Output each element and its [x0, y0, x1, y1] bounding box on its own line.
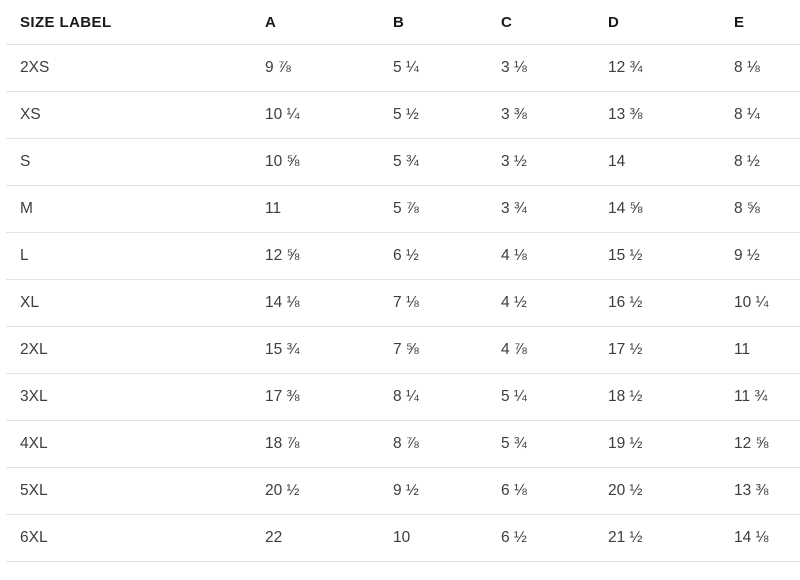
- value-cell: 8 ¼: [734, 91, 800, 139]
- value-cell: 19 ½: [608, 420, 734, 468]
- value-cell: 8 ½: [734, 138, 800, 186]
- value-cell: 7 ⅛: [393, 279, 501, 327]
- size-label-cell: 4XL: [6, 420, 265, 468]
- size-label-cell: L: [6, 232, 265, 280]
- value-cell: 14: [608, 138, 734, 186]
- value-cell: 12 ⅝: [734, 420, 800, 468]
- table-row: XS 10 ¼ 5 ½ 3 ⅜ 13 ⅜ 8 ¼: [6, 91, 800, 139]
- value-cell: 5 ¾: [393, 138, 501, 186]
- size-label-cell: 6XL: [6, 514, 265, 562]
- table-row: M 11 5 ⅞ 3 ¾ 14 ⅝ 8 ⅝: [6, 185, 800, 233]
- column-header-d: D: [608, 0, 734, 45]
- value-cell: 18 ½: [608, 373, 734, 421]
- value-cell: 18 ⅞: [265, 420, 393, 468]
- table-header-row: SIZE LABEL A B C D E: [6, 0, 800, 45]
- value-cell: 10: [393, 514, 501, 562]
- value-cell: 12 ¾: [608, 44, 734, 92]
- value-cell: 20 ½: [265, 467, 393, 515]
- table-row: 5XL 20 ½ 9 ½ 6 ⅛ 20 ½ 13 ⅜: [6, 467, 800, 515]
- size-label-cell: 2XS: [6, 44, 265, 92]
- value-cell: 14 ⅝: [608, 185, 734, 233]
- column-header-size-label: SIZE LABEL: [6, 0, 265, 45]
- size-label-cell: S: [6, 138, 265, 186]
- value-cell: 9 ½: [734, 232, 800, 280]
- value-cell: 9 ½: [393, 467, 501, 515]
- value-cell: 16 ½: [608, 279, 734, 327]
- table-row: 2XL 15 ¾ 7 ⅝ 4 ⅞ 17 ½ 11: [6, 326, 800, 374]
- value-cell: 14 ⅛: [734, 514, 800, 562]
- size-label-cell: XL: [6, 279, 265, 327]
- value-cell: 11: [734, 326, 800, 374]
- column-header-a: A: [265, 0, 393, 45]
- size-label-cell: 2XL: [6, 326, 265, 374]
- value-cell: 7 ⅝: [393, 326, 501, 374]
- value-cell: 8 ¼: [393, 373, 501, 421]
- value-cell: 8 ⅝: [734, 185, 800, 233]
- value-cell: 11: [265, 185, 393, 233]
- value-cell: 15 ¾: [265, 326, 393, 374]
- value-cell: 3 ⅜: [501, 91, 608, 139]
- value-cell: 5 ¼: [393, 44, 501, 92]
- value-cell: 8 ⅛: [734, 44, 800, 92]
- value-cell: 5 ⅞: [393, 185, 501, 233]
- value-cell: 17 ⅜: [265, 373, 393, 421]
- value-cell: 5 ¼: [501, 373, 608, 421]
- value-cell: 4 ⅞: [501, 326, 608, 374]
- value-cell: 8 ⅞: [393, 420, 501, 468]
- value-cell: 21 ½: [608, 514, 734, 562]
- table-row: L 12 ⅝ 6 ½ 4 ⅛ 15 ½ 9 ½: [6, 232, 800, 280]
- value-cell: 6 ½: [501, 514, 608, 562]
- value-cell: 13 ⅜: [734, 467, 800, 515]
- value-cell: 3 ⅛: [501, 44, 608, 92]
- value-cell: 22: [265, 514, 393, 562]
- value-cell: 10 ¼: [734, 279, 800, 327]
- value-cell: 3 ½: [501, 138, 608, 186]
- value-cell: 17 ½: [608, 326, 734, 374]
- table-row: 2XS 9 ⅞ 5 ¼ 3 ⅛ 12 ¾ 8 ⅛: [6, 44, 800, 92]
- table-row: 4XL 18 ⅞ 8 ⅞ 5 ¾ 19 ½ 12 ⅝: [6, 420, 800, 468]
- column-header-c: C: [501, 0, 608, 45]
- value-cell: 3 ¾: [501, 185, 608, 233]
- value-cell: 13 ⅜: [608, 91, 734, 139]
- value-cell: 6 ½: [393, 232, 501, 280]
- value-cell: 4 ½: [501, 279, 608, 327]
- value-cell: 4 ⅛: [501, 232, 608, 280]
- table-row: 6XL 22 10 6 ½ 21 ½ 14 ⅛: [6, 514, 800, 562]
- table-row: S 10 ⅝ 5 ¾ 3 ½ 14 8 ½: [6, 138, 800, 186]
- value-cell: 6 ⅛: [501, 467, 608, 515]
- table-row: 3XL 17 ⅜ 8 ¼ 5 ¼ 18 ½ 11 ¾: [6, 373, 800, 421]
- value-cell: 10 ⅝: [265, 138, 393, 186]
- size-label-cell: 3XL: [6, 373, 265, 421]
- size-chart-table: SIZE LABEL A B C D E 2XS 9 ⅞ 5 ¼ 3 ⅛ 12 …: [6, 0, 800, 562]
- size-label-cell: XS: [6, 91, 265, 139]
- value-cell: 9 ⅞: [265, 44, 393, 92]
- size-label-cell: 5XL: [6, 467, 265, 515]
- value-cell: 14 ⅛: [265, 279, 393, 327]
- size-label-cell: M: [6, 185, 265, 233]
- value-cell: 20 ½: [608, 467, 734, 515]
- value-cell: 5 ¾: [501, 420, 608, 468]
- value-cell: 11 ¾: [734, 373, 800, 421]
- value-cell: 12 ⅝: [265, 232, 393, 280]
- column-header-b: B: [393, 0, 501, 45]
- value-cell: 15 ½: [608, 232, 734, 280]
- value-cell: 5 ½: [393, 91, 501, 139]
- column-header-e: E: [734, 0, 800, 45]
- table-row: XL 14 ⅛ 7 ⅛ 4 ½ 16 ½ 10 ¼: [6, 279, 800, 327]
- value-cell: 10 ¼: [265, 91, 393, 139]
